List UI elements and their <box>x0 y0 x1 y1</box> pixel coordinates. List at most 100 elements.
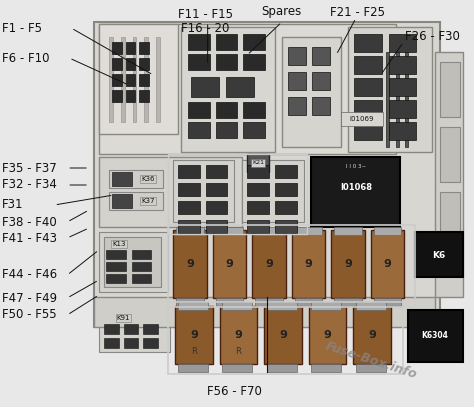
Text: 9: 9 <box>279 330 287 340</box>
Bar <box>181 27 275 152</box>
Bar <box>252 230 286 298</box>
Text: K6: K6 <box>432 250 446 260</box>
Bar <box>440 127 460 182</box>
Text: F47 - F49: F47 - F49 <box>2 291 57 304</box>
Bar <box>188 34 210 50</box>
Bar <box>386 52 389 147</box>
Bar <box>126 42 136 54</box>
Bar <box>99 157 242 227</box>
Bar <box>309 306 346 364</box>
Text: R: R <box>191 348 197 357</box>
Bar <box>178 302 208 310</box>
Bar <box>188 122 210 138</box>
Bar <box>112 194 131 208</box>
Text: Fuse-Box.info: Fuse-Box.info <box>323 339 419 381</box>
Text: F44 - F46: F44 - F46 <box>2 269 57 282</box>
Bar <box>126 90 136 102</box>
Text: K13: K13 <box>112 241 126 247</box>
Bar <box>145 37 148 122</box>
Text: Spares: Spares <box>262 6 302 18</box>
Text: R: R <box>236 348 241 357</box>
Bar <box>112 172 131 186</box>
Bar <box>334 227 362 235</box>
Text: 9: 9 <box>234 330 242 340</box>
Bar <box>292 230 325 298</box>
Bar <box>109 192 163 210</box>
Bar <box>104 237 161 287</box>
Bar <box>247 165 269 178</box>
Bar <box>206 165 228 178</box>
Bar <box>139 42 149 54</box>
Bar <box>112 90 122 102</box>
Bar <box>356 364 386 372</box>
Bar <box>178 165 200 178</box>
Text: F50 - F55: F50 - F55 <box>2 309 56 322</box>
Bar <box>395 52 399 147</box>
Bar <box>222 302 252 310</box>
Bar <box>99 310 170 352</box>
Bar <box>126 74 136 86</box>
Text: 9: 9 <box>344 259 352 269</box>
Bar <box>99 24 395 154</box>
Bar <box>206 201 228 214</box>
Bar <box>168 154 307 234</box>
Bar <box>354 122 382 140</box>
Bar <box>216 54 237 70</box>
Bar <box>99 232 168 292</box>
Bar <box>275 183 297 196</box>
Bar <box>295 227 322 235</box>
Bar <box>156 37 160 122</box>
Bar <box>334 298 362 306</box>
Text: F16 - 20: F16 - 20 <box>182 22 230 35</box>
Text: 9: 9 <box>383 259 392 269</box>
Bar <box>288 47 306 65</box>
Bar <box>255 298 283 306</box>
Bar <box>131 250 151 259</box>
Text: I01069: I01069 <box>350 116 374 122</box>
Bar <box>139 74 149 86</box>
Bar <box>178 364 208 372</box>
Bar <box>255 227 283 235</box>
Bar <box>247 183 269 196</box>
Bar <box>374 227 401 235</box>
Text: I01068: I01068 <box>340 182 372 192</box>
Bar <box>242 160 303 222</box>
Bar <box>176 298 204 306</box>
Bar <box>288 97 306 115</box>
Bar <box>219 306 257 364</box>
Bar <box>139 90 149 102</box>
Bar <box>213 230 246 298</box>
Bar <box>247 220 269 233</box>
Bar <box>126 58 136 70</box>
Bar <box>216 298 243 306</box>
Text: F31: F31 <box>2 199 24 212</box>
Bar <box>440 192 460 247</box>
Bar <box>216 34 237 50</box>
Text: K37: K37 <box>142 198 155 204</box>
Text: K91: K91 <box>117 315 130 321</box>
Bar <box>144 324 158 334</box>
Text: F11 - F15: F11 - F15 <box>178 9 233 22</box>
Bar <box>288 72 306 90</box>
Bar <box>109 37 113 122</box>
Bar <box>282 37 341 147</box>
Text: K6304: K6304 <box>422 331 448 341</box>
Text: F35 - F37: F35 - F37 <box>2 162 57 175</box>
Bar <box>206 183 228 196</box>
Bar <box>188 102 210 118</box>
Text: F38 - F40: F38 - F40 <box>2 215 57 228</box>
Bar <box>168 302 403 374</box>
Bar <box>168 225 415 307</box>
Bar <box>371 230 404 298</box>
Bar <box>435 52 463 297</box>
Bar <box>173 160 234 222</box>
Text: F26 - F30: F26 - F30 <box>405 29 460 42</box>
Bar <box>405 52 409 147</box>
Bar <box>178 201 200 214</box>
Bar <box>440 62 460 117</box>
Bar <box>216 102 237 118</box>
Bar <box>94 297 435 327</box>
Text: F41 - F43: F41 - F43 <box>2 232 57 245</box>
Bar <box>264 306 301 364</box>
Bar <box>311 364 341 372</box>
